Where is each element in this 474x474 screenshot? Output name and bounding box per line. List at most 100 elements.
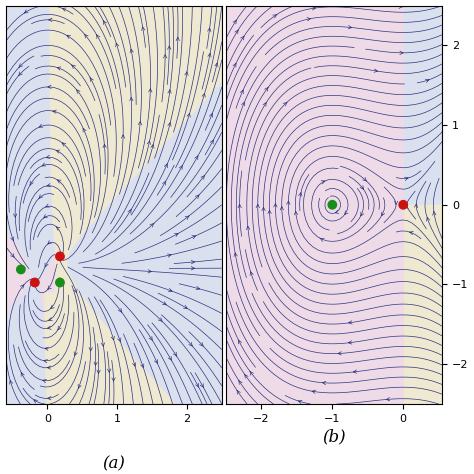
FancyArrowPatch shape xyxy=(130,49,133,53)
FancyArrowPatch shape xyxy=(149,89,152,92)
FancyArrowPatch shape xyxy=(43,380,46,383)
FancyArrowPatch shape xyxy=(176,37,180,41)
FancyArrowPatch shape xyxy=(168,289,172,292)
FancyArrowPatch shape xyxy=(42,163,46,166)
FancyArrowPatch shape xyxy=(321,181,325,184)
FancyArrowPatch shape xyxy=(164,55,167,58)
FancyArrowPatch shape xyxy=(185,72,188,75)
FancyArrowPatch shape xyxy=(191,261,195,264)
FancyArrowPatch shape xyxy=(298,401,302,403)
FancyArrowPatch shape xyxy=(56,227,60,230)
FancyArrowPatch shape xyxy=(294,211,298,215)
FancyArrowPatch shape xyxy=(360,185,364,189)
FancyArrowPatch shape xyxy=(414,204,418,208)
Point xyxy=(328,201,336,209)
FancyArrowPatch shape xyxy=(287,201,290,204)
FancyArrowPatch shape xyxy=(74,289,77,293)
FancyArrowPatch shape xyxy=(47,366,51,369)
FancyArrowPatch shape xyxy=(151,145,154,148)
FancyArrowPatch shape xyxy=(234,253,237,256)
FancyArrowPatch shape xyxy=(233,64,236,67)
FancyArrowPatch shape xyxy=(202,93,205,97)
FancyArrowPatch shape xyxy=(268,210,271,214)
FancyArrowPatch shape xyxy=(47,183,51,187)
FancyArrowPatch shape xyxy=(233,20,237,24)
FancyArrowPatch shape xyxy=(410,231,413,235)
FancyArrowPatch shape xyxy=(57,67,61,70)
FancyArrowPatch shape xyxy=(48,85,51,89)
FancyArrowPatch shape xyxy=(312,7,316,10)
FancyArrowPatch shape xyxy=(84,34,88,38)
FancyArrowPatch shape xyxy=(237,391,240,394)
FancyArrowPatch shape xyxy=(46,155,50,158)
FancyArrowPatch shape xyxy=(348,321,352,324)
FancyArrowPatch shape xyxy=(63,8,66,11)
FancyArrowPatch shape xyxy=(280,207,283,210)
FancyArrowPatch shape xyxy=(163,301,166,305)
FancyArrowPatch shape xyxy=(108,369,111,373)
FancyArrowPatch shape xyxy=(49,318,52,321)
FancyArrowPatch shape xyxy=(399,5,402,9)
FancyArrowPatch shape xyxy=(196,286,200,290)
FancyArrowPatch shape xyxy=(34,400,37,403)
FancyArrowPatch shape xyxy=(256,204,259,208)
FancyArrowPatch shape xyxy=(427,218,430,221)
FancyArrowPatch shape xyxy=(44,215,47,218)
FancyArrowPatch shape xyxy=(18,72,22,76)
FancyArrowPatch shape xyxy=(118,338,121,342)
FancyArrowPatch shape xyxy=(168,123,171,126)
FancyArrowPatch shape xyxy=(386,398,390,401)
FancyArrowPatch shape xyxy=(149,337,152,340)
FancyArrowPatch shape xyxy=(10,254,14,257)
Point xyxy=(17,265,25,273)
FancyArrowPatch shape xyxy=(263,102,266,106)
FancyArrowPatch shape xyxy=(168,46,171,49)
FancyArrowPatch shape xyxy=(9,381,13,384)
FancyArrowPatch shape xyxy=(320,238,324,241)
FancyArrowPatch shape xyxy=(215,63,218,67)
FancyArrowPatch shape xyxy=(201,175,205,179)
FancyArrowPatch shape xyxy=(74,352,77,356)
FancyArrowPatch shape xyxy=(48,286,51,290)
FancyArrowPatch shape xyxy=(45,347,48,350)
FancyArrowPatch shape xyxy=(374,69,378,73)
FancyArrowPatch shape xyxy=(21,373,24,376)
FancyArrowPatch shape xyxy=(189,342,192,346)
FancyArrowPatch shape xyxy=(404,177,408,181)
FancyArrowPatch shape xyxy=(273,14,277,18)
FancyArrowPatch shape xyxy=(338,352,341,355)
FancyArrowPatch shape xyxy=(250,372,254,375)
FancyArrowPatch shape xyxy=(47,397,51,400)
FancyArrowPatch shape xyxy=(103,144,106,148)
FancyArrowPatch shape xyxy=(118,308,122,312)
FancyArrowPatch shape xyxy=(361,212,364,216)
FancyArrowPatch shape xyxy=(200,342,203,346)
FancyArrowPatch shape xyxy=(405,205,408,209)
FancyArrowPatch shape xyxy=(210,140,213,144)
FancyArrowPatch shape xyxy=(348,26,352,29)
FancyArrowPatch shape xyxy=(273,204,277,207)
FancyArrowPatch shape xyxy=(208,54,211,57)
FancyArrowPatch shape xyxy=(19,64,23,68)
FancyArrowPatch shape xyxy=(210,114,212,117)
FancyArrowPatch shape xyxy=(138,121,142,125)
FancyArrowPatch shape xyxy=(47,326,51,329)
FancyArrowPatch shape xyxy=(167,254,171,257)
FancyArrowPatch shape xyxy=(46,204,49,207)
FancyArrowPatch shape xyxy=(67,36,71,38)
FancyArrowPatch shape xyxy=(90,78,93,82)
FancyArrowPatch shape xyxy=(322,381,326,384)
FancyArrowPatch shape xyxy=(353,370,357,373)
Text: (b): (b) xyxy=(322,428,346,445)
FancyArrowPatch shape xyxy=(312,390,316,393)
FancyArrowPatch shape xyxy=(57,180,61,183)
FancyArrowPatch shape xyxy=(48,241,52,244)
FancyArrowPatch shape xyxy=(400,51,403,55)
FancyArrowPatch shape xyxy=(111,336,114,340)
Point xyxy=(56,279,64,286)
FancyArrowPatch shape xyxy=(363,177,366,181)
FancyArrowPatch shape xyxy=(425,79,429,82)
FancyArrowPatch shape xyxy=(147,141,151,145)
FancyArrowPatch shape xyxy=(238,340,242,344)
FancyArrowPatch shape xyxy=(11,237,14,241)
